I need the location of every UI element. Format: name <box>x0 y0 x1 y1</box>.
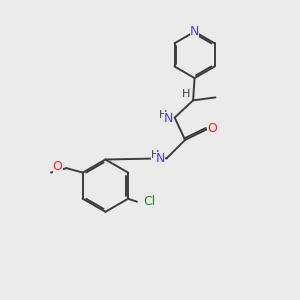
Text: O: O <box>207 122 217 135</box>
Text: O: O <box>53 160 63 173</box>
Text: N: N <box>156 152 165 165</box>
Text: N: N <box>190 25 199 38</box>
Text: H: H <box>159 110 167 120</box>
Text: Cl: Cl <box>143 195 156 208</box>
Text: H: H <box>151 150 159 161</box>
Text: N: N <box>164 112 173 125</box>
Text: H: H <box>182 89 190 99</box>
